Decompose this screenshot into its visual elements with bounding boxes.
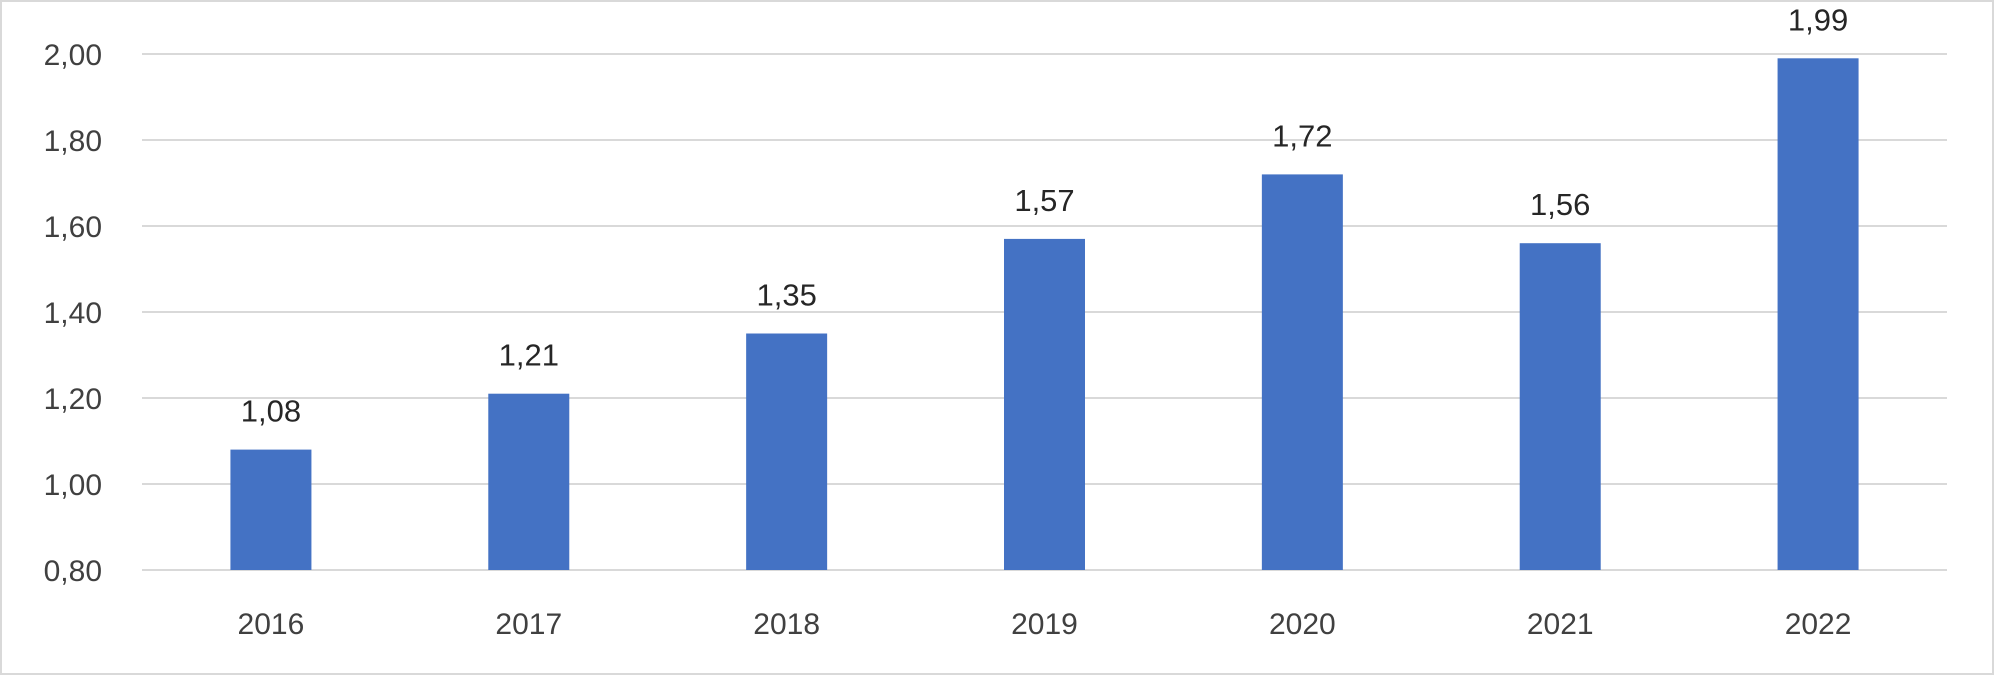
data-label: 1,57 — [1014, 183, 1074, 218]
data-label: 1,35 — [756, 278, 816, 313]
y-tick-label: 2,00 — [44, 39, 102, 72]
x-tick-label: 2019 — [1011, 608, 1078, 641]
bar-2016 — [230, 449, 312, 570]
bar-2021 — [1519, 243, 1601, 570]
bar-2019 — [1004, 238, 1085, 570]
y-tick-label: 1,00 — [44, 469, 102, 502]
y-axis-tick-labels: 0,80 1,00 1,20 1,40 1,60 1,80 2,00 — [44, 39, 102, 588]
y-tick-label: 1,40 — [44, 297, 102, 330]
data-label: 1,08 — [241, 394, 301, 429]
bars — [230, 58, 1859, 571]
bar-2020 — [1261, 174, 1343, 570]
data-label: 1,56 — [1530, 187, 1590, 222]
x-tick-label: 2018 — [753, 608, 820, 641]
x-axis-category-labels: 2016 2017 2018 2019 2020 2021 2022 — [238, 608, 1852, 641]
y-tick-label: 1,60 — [44, 211, 102, 244]
x-tick-label: 2020 — [1269, 608, 1336, 641]
y-tick-label: 1,20 — [44, 383, 102, 416]
bar-2022 — [1777, 58, 1859, 571]
x-tick-label: 2021 — [1527, 608, 1594, 641]
x-tick-label: 2022 — [1785, 608, 1852, 641]
data-label: 1,21 — [499, 338, 559, 373]
x-tick-label: 2016 — [238, 608, 305, 641]
data-label: 1,72 — [1272, 118, 1332, 153]
y-tick-label: 1,80 — [44, 125, 102, 158]
data-labels: 1,08 1,21 1,35 1,57 1,72 1,56 1,99 — [241, 2, 1848, 428]
bar-2018 — [746, 333, 828, 570]
x-tick-label: 2017 — [495, 608, 562, 641]
data-label: 1,99 — [1788, 2, 1848, 37]
bar-2017 — [488, 393, 570, 570]
y-tick-label: 0,80 — [44, 555, 102, 588]
